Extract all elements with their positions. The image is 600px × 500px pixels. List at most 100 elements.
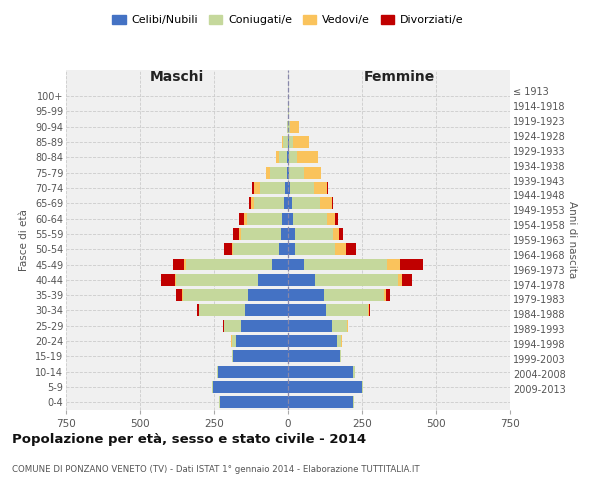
Bar <box>387 258 400 270</box>
Bar <box>304 166 320 178</box>
Bar <box>284 198 288 209</box>
Bar <box>398 274 402 286</box>
Bar <box>353 366 355 378</box>
Bar <box>220 396 288 408</box>
Bar <box>247 212 282 224</box>
Text: Maschi: Maschi <box>150 70 204 84</box>
Bar <box>239 228 241 240</box>
Bar <box>400 258 422 270</box>
Bar <box>337 335 341 347</box>
Y-axis label: Anni di nascita: Anni di nascita <box>566 202 577 278</box>
Bar <box>295 243 335 255</box>
Bar <box>288 335 337 347</box>
Bar <box>335 212 338 224</box>
Bar <box>402 274 412 286</box>
Bar <box>288 289 323 301</box>
Bar <box>333 228 339 240</box>
Bar <box>340 350 341 362</box>
Bar <box>223 320 224 332</box>
Bar <box>248 198 251 209</box>
Bar <box>259 274 288 286</box>
Bar <box>184 258 186 270</box>
Bar <box>335 243 346 255</box>
Bar <box>293 212 328 224</box>
Bar <box>217 366 218 378</box>
Bar <box>288 228 295 240</box>
Bar <box>244 212 247 224</box>
Bar <box>288 243 295 255</box>
Bar <box>186 258 272 270</box>
Bar <box>295 228 333 240</box>
Bar <box>224 243 232 255</box>
Bar <box>288 396 353 408</box>
Bar <box>288 182 290 194</box>
Bar <box>368 304 369 316</box>
Bar <box>239 212 244 224</box>
Bar <box>279 243 288 255</box>
Bar <box>272 258 288 270</box>
Bar <box>176 274 259 286</box>
Bar <box>197 304 199 316</box>
Bar <box>288 274 314 286</box>
Bar <box>288 166 289 178</box>
Bar <box>270 166 287 178</box>
Bar <box>288 304 326 316</box>
Bar <box>314 274 398 286</box>
Bar <box>254 182 260 194</box>
Bar <box>289 166 304 178</box>
Text: COMUNE DI PONZANO VENETO (TV) - Dati ISTAT 1° gennaio 2014 - Elaborazione TUTTIT: COMUNE DI PONZANO VENETO (TV) - Dati IST… <box>12 465 419 474</box>
Bar <box>290 182 314 194</box>
Bar <box>260 182 285 194</box>
Bar <box>224 320 241 332</box>
Bar <box>199 304 245 316</box>
Bar <box>326 304 368 316</box>
Bar <box>241 320 288 332</box>
Bar <box>275 152 278 164</box>
Bar <box>369 304 370 316</box>
Bar <box>283 136 288 148</box>
Bar <box>281 228 288 240</box>
Bar <box>288 381 362 393</box>
Bar <box>175 274 176 286</box>
Bar <box>293 136 310 148</box>
Bar <box>233 228 239 240</box>
Bar <box>266 166 270 178</box>
Bar <box>304 258 387 270</box>
Bar <box>384 289 386 301</box>
Bar <box>339 228 343 240</box>
Bar <box>212 381 288 393</box>
Bar <box>254 198 284 209</box>
Bar <box>290 120 299 132</box>
Bar <box>346 243 356 255</box>
Bar <box>232 243 233 255</box>
Bar <box>297 152 318 164</box>
Bar <box>288 120 290 132</box>
Bar <box>232 350 233 362</box>
Text: Popolazione per età, sesso e stato civile - 2014: Popolazione per età, sesso e stato civil… <box>12 432 366 446</box>
Bar <box>253 182 254 194</box>
Bar <box>251 198 254 209</box>
Bar <box>332 198 333 209</box>
Bar <box>288 212 293 224</box>
Text: Femmine: Femmine <box>364 70 434 84</box>
Bar <box>176 289 182 301</box>
Bar <box>288 320 332 332</box>
Y-axis label: Fasce di età: Fasce di età <box>19 209 29 271</box>
Bar <box>282 212 288 224</box>
Bar <box>288 152 289 164</box>
Bar <box>245 304 288 316</box>
Bar <box>161 274 175 286</box>
Bar <box>233 243 279 255</box>
Bar <box>233 350 288 362</box>
Bar <box>328 212 335 224</box>
Bar <box>288 350 340 362</box>
Bar <box>287 120 288 132</box>
Bar <box>332 320 347 332</box>
Bar <box>173 258 184 270</box>
Bar <box>320 198 332 209</box>
Bar <box>248 289 288 301</box>
Bar <box>289 136 293 148</box>
Bar <box>288 198 292 209</box>
Bar <box>314 182 328 194</box>
Bar <box>292 198 320 209</box>
